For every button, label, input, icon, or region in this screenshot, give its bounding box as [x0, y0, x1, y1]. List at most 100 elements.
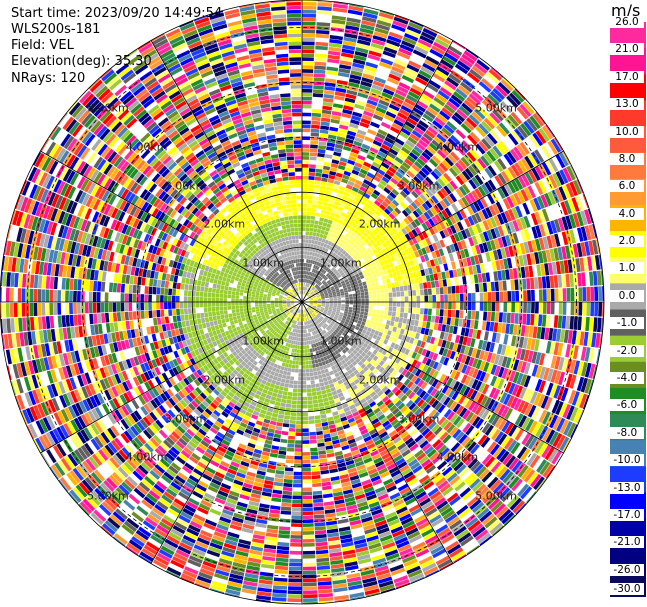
- velocity-cell: [349, 226, 355, 232]
- velocity-cell: [325, 227, 330, 232]
- velocity-cell: [328, 199, 335, 205]
- velocity-cell: [391, 227, 398, 235]
- velocity-cell: [353, 140, 363, 147]
- velocity-cell: [359, 228, 365, 235]
- velocity-cell: [384, 288, 389, 294]
- velocity-cell: [309, 290, 313, 294]
- velocity-cell: [363, 161, 372, 168]
- velocity-cell: [534, 302, 539, 314]
- velocity-cell: [307, 400, 313, 405]
- velocity-cell: [323, 256, 328, 261]
- velocity-cell: [454, 63, 469, 75]
- velocity-cell: [353, 228, 359, 235]
- velocity-cell: [479, 292, 484, 302]
- velocity-cell: [302, 286, 304, 291]
- velocity-cell: [413, 199, 422, 208]
- velocity-cell: [432, 120, 443, 130]
- velocity-cell: [282, 494, 292, 499]
- velocity-cell: [316, 270, 320, 275]
- velocity-cell: [355, 206, 362, 213]
- velocity-cell: [334, 143, 344, 150]
- velocity-cell: [313, 289, 318, 292]
- velocity-cell: [346, 238, 352, 244]
- velocity-cell: [336, 231, 342, 237]
- velocity-cell: [302, 373, 306, 377]
- velocity-cell: [481, 78, 495, 90]
- velocity-cell: [302, 187, 308, 192]
- velocity-cell: [332, 3, 348, 9]
- velocity-cell: [362, 231, 369, 238]
- velocity-cell: [327, 263, 332, 269]
- velocity-cell: [331, 247, 337, 253]
- velocity-cell: [302, 416, 309, 421]
- velocity-cell: [407, 136, 418, 145]
- velocity-cell: [386, 194, 394, 202]
- velocity-cell: [316, 156, 325, 162]
- velocity-cell: [346, 210, 353, 217]
- velocity-cell: [414, 45, 429, 55]
- velocity-cell: [314, 65, 326, 70]
- velocity-cell: [424, 295, 429, 302]
- velocity-cell: [416, 289, 421, 296]
- velocity-cell: [515, 302, 520, 313]
- velocity-cell: [399, 201, 408, 210]
- velocity-cell: [428, 79, 441, 90]
- velocity-cell: [381, 91, 393, 100]
- velocity-cell: [305, 223, 310, 228]
- velocity-cell: [431, 45, 446, 55]
- velocity-cell: [389, 126, 401, 134]
- velocity-cell: [336, 251, 342, 256]
- velocity-cell: [419, 193, 428, 203]
- velocity-cell: [527, 290, 531, 302]
- velocity-cell: [315, 383, 320, 388]
- velocity-cell: [519, 103, 532, 118]
- velocity-cell: [369, 206, 377, 213]
- velocity-cell: [307, 356, 312, 361]
- velocity-cell: [336, 136, 346, 142]
- velocity-cell: [396, 182, 405, 190]
- velocity-cell: [288, 431, 296, 436]
- velocity-cell: [469, 131, 481, 143]
- velocity-cell: [308, 168, 316, 173]
- velocity-cell: [302, 452, 311, 456]
- velocity-cell: [302, 523, 314, 527]
- velocity-cell: [356, 307, 361, 311]
- velocity-cell: [307, 392, 312, 397]
- velocity-cell: [443, 286, 448, 295]
- velocity-cell: [411, 164, 421, 173]
- velocity-cell: [380, 297, 385, 302]
- velocity-cell: [578, 287, 583, 301]
- velocity-cell: [347, 130, 357, 137]
- velocity-cell: [370, 192, 379, 200]
- velocity-cell: [379, 179, 388, 187]
- velocity-cell: [451, 309, 456, 318]
- velocity-cell: [322, 222, 328, 227]
- velocity-cell: [481, 138, 492, 150]
- velocity-cell: [435, 93, 448, 104]
- velocity-cell: [395, 89, 407, 98]
- velocity-cell: [340, 199, 347, 205]
- velocity-cell: [345, 232, 351, 238]
- velocity-cell: [357, 302, 361, 305]
- velocity-cell: [402, 187, 411, 196]
- velocity-cell: [406, 170, 416, 179]
- velocity-cell: [319, 129, 329, 134]
- velocity-cell: [391, 66, 404, 75]
- velocity-cell: [309, 223, 315, 228]
- velocity-cell: [586, 286, 591, 301]
- velocity-cell: [341, 255, 347, 260]
- velocity-cell: [332, 268, 337, 273]
- velocity-cell: [554, 288, 559, 302]
- velocity-cell: [311, 116, 321, 122]
- velocity-cell: [311, 387, 317, 392]
- velocity-cell: [370, 88, 382, 96]
- velocity-cell: [334, 197, 342, 203]
- velocity-cell: [378, 237, 385, 244]
- velocity-cell: [287, 594, 302, 599]
- velocity-cell: [307, 195, 313, 200]
- velocity-cell: [313, 288, 317, 292]
- velocity-cell: [422, 27, 438, 38]
- velocity-cell: [304, 349, 308, 353]
- velocity-cell: [302, 61, 314, 66]
- velocity-cell: [310, 219, 315, 224]
